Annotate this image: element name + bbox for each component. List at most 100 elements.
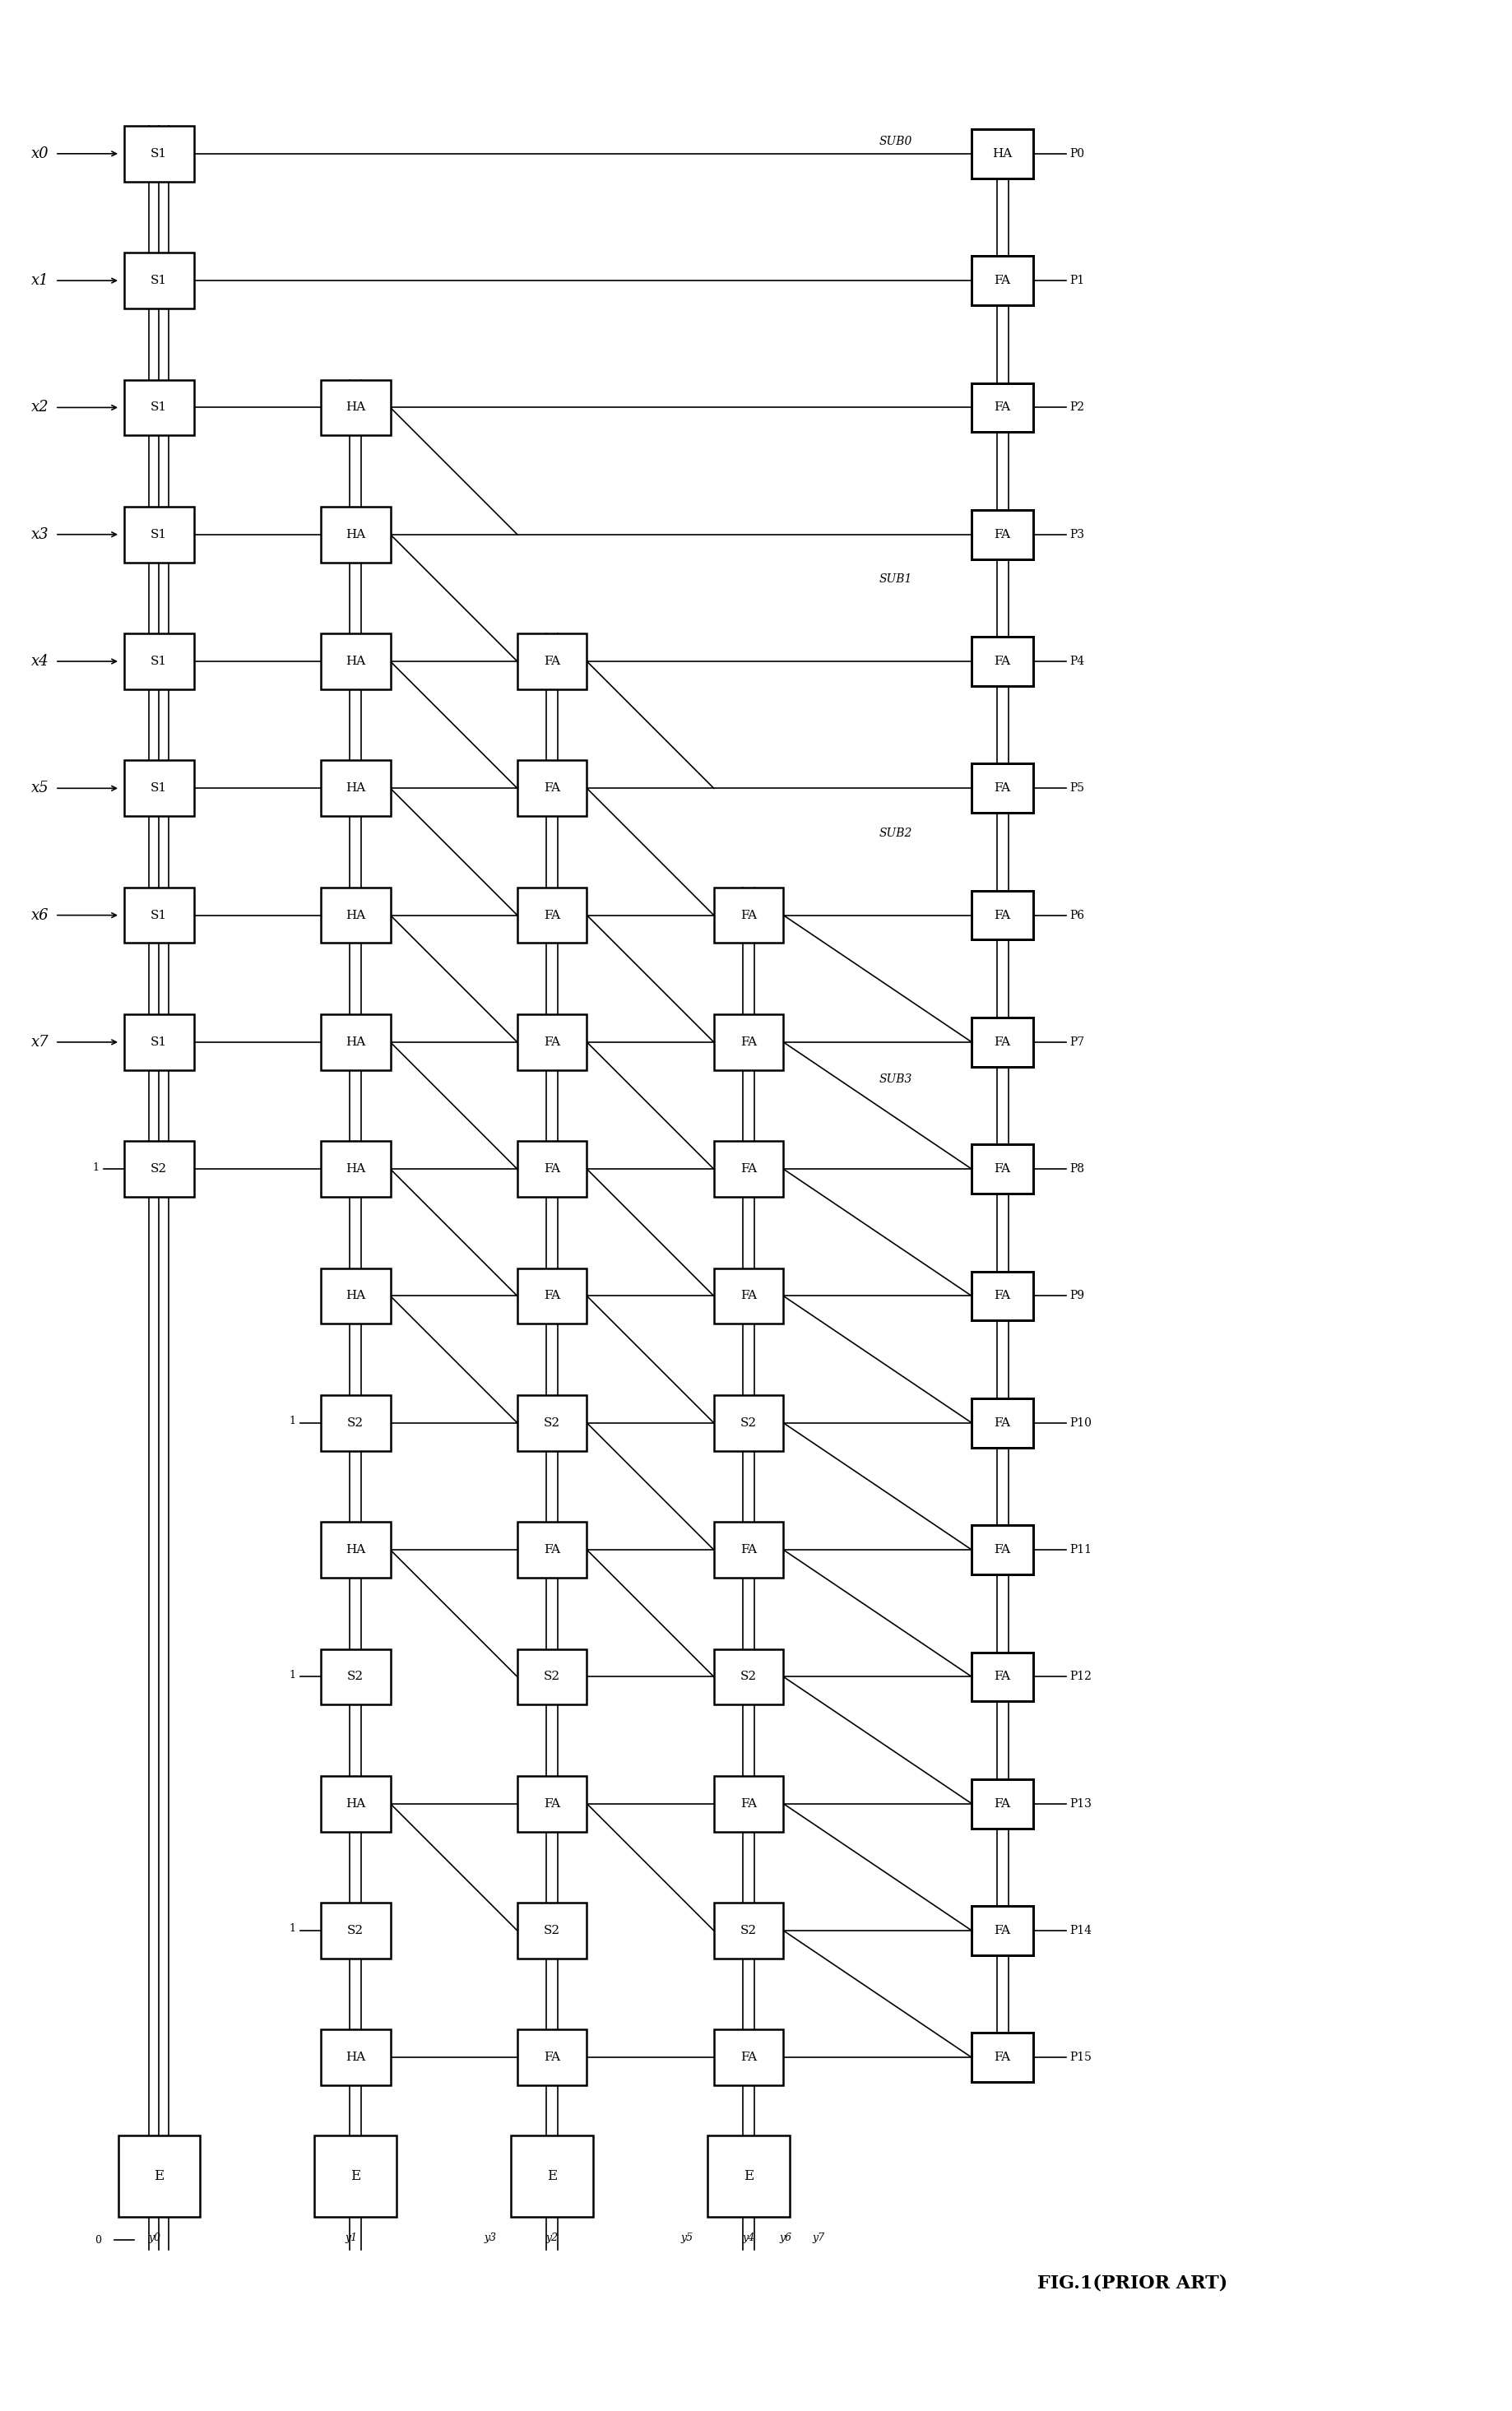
FancyBboxPatch shape: [708, 2136, 789, 2218]
Text: S2: S2: [151, 1162, 168, 1174]
FancyBboxPatch shape: [972, 1652, 1033, 1702]
FancyBboxPatch shape: [714, 1396, 783, 1451]
FancyBboxPatch shape: [124, 506, 194, 562]
Text: P5: P5: [1070, 784, 1084, 793]
FancyBboxPatch shape: [321, 1649, 390, 1705]
Text: S2: S2: [741, 1671, 758, 1683]
Text: FIG.1(PRIOR ART): FIG.1(PRIOR ART): [1037, 2274, 1228, 2293]
Text: x6: x6: [32, 909, 50, 923]
FancyBboxPatch shape: [124, 887, 194, 943]
Text: E: E: [547, 2170, 556, 2184]
FancyBboxPatch shape: [972, 1398, 1033, 1447]
FancyBboxPatch shape: [517, 759, 587, 817]
FancyBboxPatch shape: [517, 1902, 587, 1958]
Text: 1: 1: [289, 1924, 295, 1934]
Text: x5: x5: [32, 781, 50, 796]
FancyBboxPatch shape: [714, 1140, 783, 1196]
Text: S1: S1: [151, 1037, 168, 1049]
FancyBboxPatch shape: [972, 1017, 1033, 1066]
FancyBboxPatch shape: [972, 890, 1033, 940]
FancyBboxPatch shape: [517, 1015, 587, 1070]
Text: FA: FA: [741, 1162, 758, 1174]
Text: P2: P2: [1070, 403, 1084, 412]
FancyBboxPatch shape: [321, 634, 390, 690]
FancyBboxPatch shape: [972, 1907, 1033, 1955]
Text: HA: HA: [346, 656, 366, 668]
FancyBboxPatch shape: [517, 887, 587, 943]
Text: HA: HA: [346, 784, 366, 793]
Text: P0: P0: [1070, 147, 1084, 159]
Text: S2: S2: [544, 1924, 561, 1936]
FancyBboxPatch shape: [124, 1015, 194, 1070]
Text: FA: FA: [544, 784, 561, 793]
Text: FA: FA: [995, 528, 1010, 540]
Text: FA: FA: [995, 656, 1010, 668]
Text: P8: P8: [1070, 1162, 1084, 1174]
Text: S2: S2: [741, 1924, 758, 1936]
Text: HA: HA: [346, 1037, 366, 1049]
FancyBboxPatch shape: [124, 759, 194, 817]
Text: FA: FA: [995, 1924, 1010, 1936]
FancyBboxPatch shape: [972, 383, 1033, 432]
Text: S2: S2: [544, 1671, 561, 1683]
FancyBboxPatch shape: [321, 1902, 390, 1958]
Text: FA: FA: [995, 1543, 1010, 1555]
FancyBboxPatch shape: [511, 2136, 593, 2218]
Text: S1: S1: [151, 656, 168, 668]
Text: x0: x0: [32, 147, 50, 162]
FancyBboxPatch shape: [714, 2030, 783, 2086]
Text: x1: x1: [32, 272, 50, 287]
FancyBboxPatch shape: [972, 1271, 1033, 1321]
FancyBboxPatch shape: [321, 1521, 390, 1577]
Text: FA: FA: [995, 784, 1010, 793]
FancyBboxPatch shape: [972, 1526, 1033, 1574]
FancyBboxPatch shape: [517, 1140, 587, 1196]
FancyBboxPatch shape: [714, 1268, 783, 1324]
Text: FA: FA: [995, 275, 1010, 287]
FancyBboxPatch shape: [321, 759, 390, 817]
Text: HA: HA: [346, 2052, 366, 2064]
Text: FA: FA: [995, 909, 1010, 921]
Text: P10: P10: [1070, 1418, 1092, 1430]
Text: P14: P14: [1070, 1924, 1092, 1936]
Text: 0: 0: [94, 2235, 101, 2245]
Text: SUB3: SUB3: [880, 1073, 913, 1085]
FancyBboxPatch shape: [517, 1521, 587, 1577]
FancyBboxPatch shape: [314, 2136, 396, 2218]
Text: y1: y1: [345, 2233, 358, 2242]
Text: y4: y4: [742, 2233, 754, 2242]
Text: FA: FA: [995, 1671, 1010, 1683]
Text: SUB0: SUB0: [880, 135, 913, 147]
Text: FA: FA: [544, 1290, 561, 1302]
FancyBboxPatch shape: [972, 637, 1033, 687]
Text: x3: x3: [32, 528, 50, 542]
Text: E: E: [744, 2170, 753, 2184]
Text: 1: 1: [289, 1671, 295, 1680]
FancyBboxPatch shape: [714, 1649, 783, 1705]
Text: FA: FA: [544, 909, 561, 921]
Text: P15: P15: [1070, 2052, 1092, 2064]
FancyBboxPatch shape: [714, 1015, 783, 1070]
FancyBboxPatch shape: [517, 1396, 587, 1451]
Text: P7: P7: [1070, 1037, 1086, 1049]
Text: S1: S1: [151, 784, 168, 793]
FancyBboxPatch shape: [517, 1649, 587, 1705]
Text: HA: HA: [346, 1162, 366, 1174]
FancyBboxPatch shape: [972, 1779, 1033, 1828]
Text: HA: HA: [346, 403, 366, 412]
FancyBboxPatch shape: [321, 2030, 390, 2086]
FancyBboxPatch shape: [321, 1140, 390, 1196]
FancyBboxPatch shape: [972, 130, 1033, 178]
Text: P4: P4: [1070, 656, 1086, 668]
FancyBboxPatch shape: [118, 2136, 200, 2218]
Text: y3: y3: [484, 2233, 497, 2242]
Text: HA: HA: [346, 528, 366, 540]
Text: 1: 1: [92, 1162, 98, 1172]
Text: P1: P1: [1070, 275, 1086, 287]
Text: FA: FA: [741, 1799, 758, 1808]
Text: FA: FA: [544, 656, 561, 668]
Text: FA: FA: [741, 1543, 758, 1555]
FancyBboxPatch shape: [517, 2030, 587, 2086]
Text: HA: HA: [346, 1543, 366, 1555]
FancyBboxPatch shape: [321, 379, 390, 436]
